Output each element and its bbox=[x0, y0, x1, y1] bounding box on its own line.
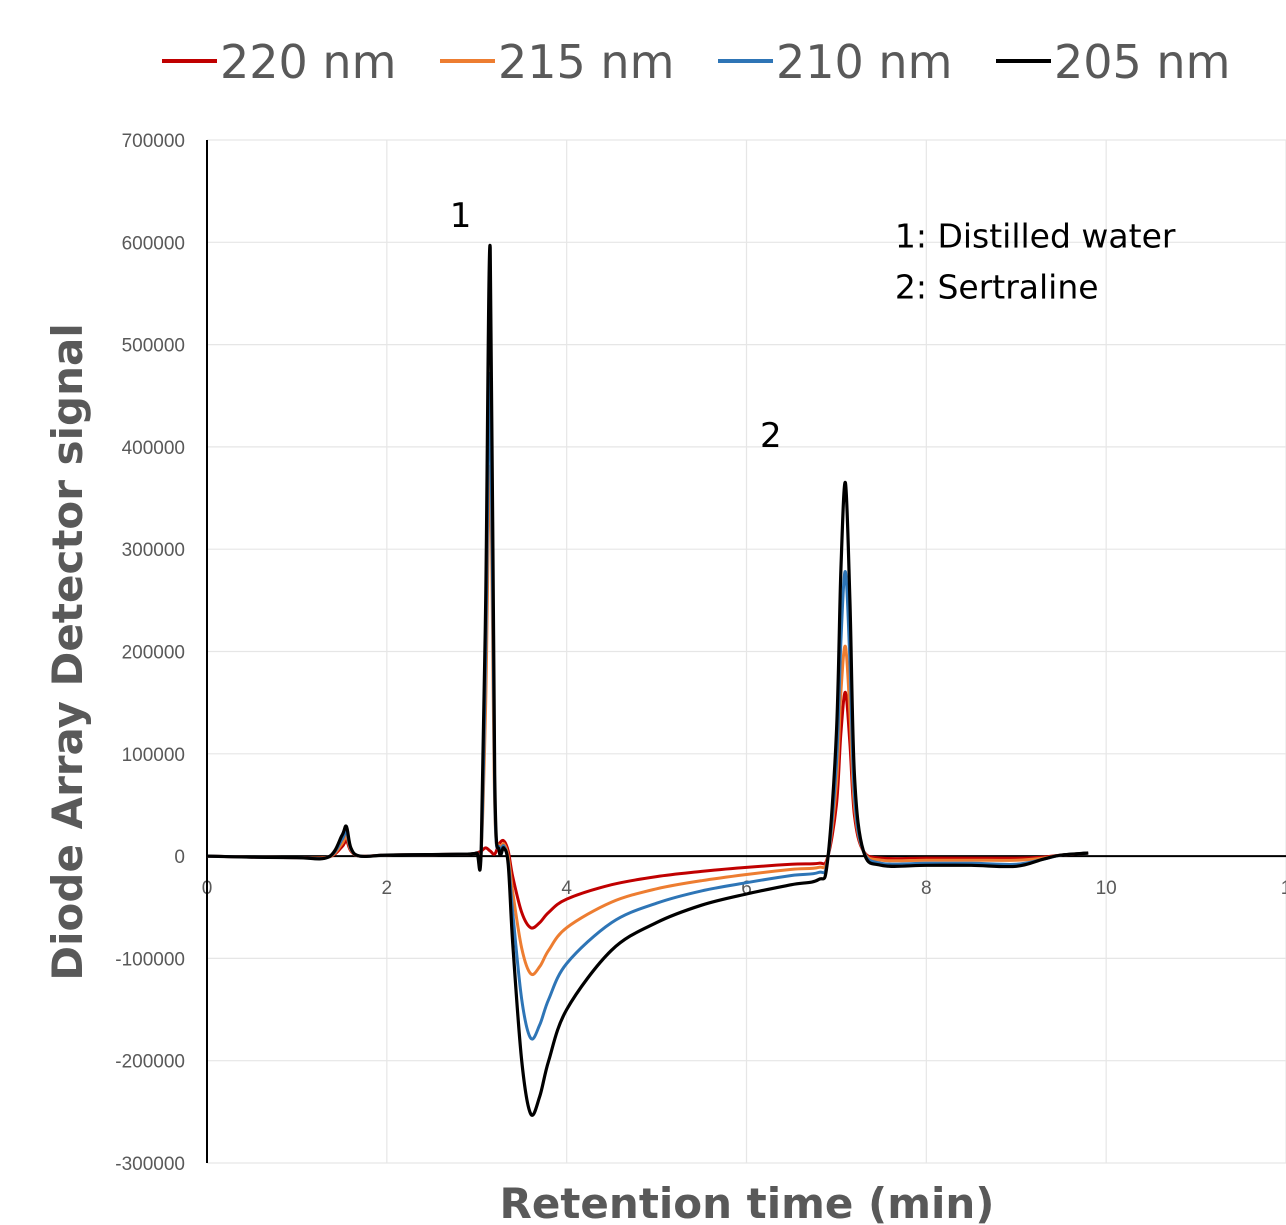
legend-label: 215 nm bbox=[498, 35, 674, 89]
series-line-205-nm bbox=[206, 243, 1089, 1117]
y-tick-label: 500000 bbox=[122, 336, 185, 357]
legend-label: 210 nm bbox=[776, 35, 952, 89]
y-tick-label: 400000 bbox=[122, 438, 185, 459]
annotation: 1: Distilled water bbox=[895, 216, 1176, 255]
series-line-215-nm bbox=[206, 464, 1089, 976]
series-line-210-nm bbox=[206, 372, 1089, 1041]
legend: 220 nm 215 nm 210 nm 205 nm bbox=[162, 35, 1230, 89]
annotation: 2: Sertraline bbox=[895, 268, 1099, 307]
x-tick-label: 1 bbox=[1281, 878, 1286, 899]
y-tick-label: -300000 bbox=[115, 1154, 185, 1175]
y-tick-label: 600000 bbox=[122, 233, 185, 254]
y-tick-label: 300000 bbox=[122, 540, 185, 561]
annotations: 1 2 1: Distilled water 2: Sertraline bbox=[450, 196, 1176, 456]
grid bbox=[207, 139, 1286, 1164]
annotation: 2 bbox=[760, 416, 782, 456]
axes: -300000 -200000 -100000 0 100000 200000 300000… bbox=[115, 131, 1286, 1175]
y-tick-label: 200000 bbox=[122, 643, 185, 664]
annotation: 1 bbox=[450, 196, 472, 236]
y-tick-label: -200000 bbox=[115, 1052, 185, 1073]
x-tick-label: 6 bbox=[741, 878, 752, 899]
y-tick-label: 700000 bbox=[122, 131, 185, 152]
y-tick-label: 0 bbox=[174, 847, 185, 868]
series-group bbox=[206, 243, 1089, 1117]
y-axis-title: Diode Array Detector signal bbox=[43, 323, 92, 980]
legend-label: 205 nm bbox=[1054, 35, 1230, 89]
series-line-220-nm bbox=[206, 690, 1089, 930]
x-tick-label: 10 bbox=[1096, 878, 1117, 899]
y-tick-label: -100000 bbox=[115, 949, 185, 970]
x-axis-title: Retention time (min) bbox=[500, 1179, 995, 1225]
y-tick-label: 100000 bbox=[122, 745, 185, 766]
legend-label: 220 nm bbox=[220, 35, 396, 89]
x-tick-label: 2 bbox=[382, 878, 393, 899]
x-tick-label: 4 bbox=[561, 878, 572, 899]
x-tick-label: 8 bbox=[921, 878, 932, 899]
